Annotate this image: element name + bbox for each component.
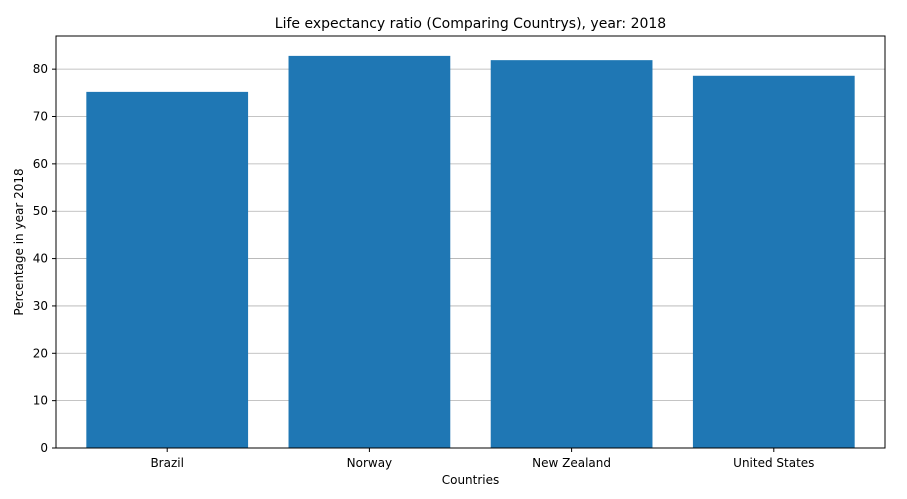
bar-united-states [692,75,855,449]
y-tick-label: 20 [33,346,48,360]
plot-frame [55,35,886,449]
x-tick-label: United States [733,456,814,470]
y-tick-label: 60 [33,157,48,171]
x-tick-label: Norway [347,456,393,470]
y-axis-ticks: 0 10 20 30 40 50 60 70 80 [33,62,56,455]
y-tick-label: 50 [33,204,48,218]
bar-new-zealand [490,60,653,448]
y-axis-label: Percentage in year 2018 [12,168,26,315]
x-axis-label: Countries [442,473,500,487]
y-tick-label: 0 [40,441,48,455]
bars [86,55,855,449]
chart-title: Life expectancy ratio (Comparing Country… [275,16,666,32]
y-tick-label: 70 [33,110,48,124]
x-tick-label: New Zealand [532,456,611,470]
x-tick-label: Brazil [150,456,184,470]
y-tick-label: 80 [33,62,48,76]
bar-norway [288,55,451,449]
x-axis-ticks: Brazil Norway New Zealand United States [150,448,814,470]
y-tick-label: 10 [33,394,48,408]
y-tick-label: 40 [33,252,48,266]
bar-brazil [86,91,249,448]
y-tick-label: 30 [33,299,48,313]
